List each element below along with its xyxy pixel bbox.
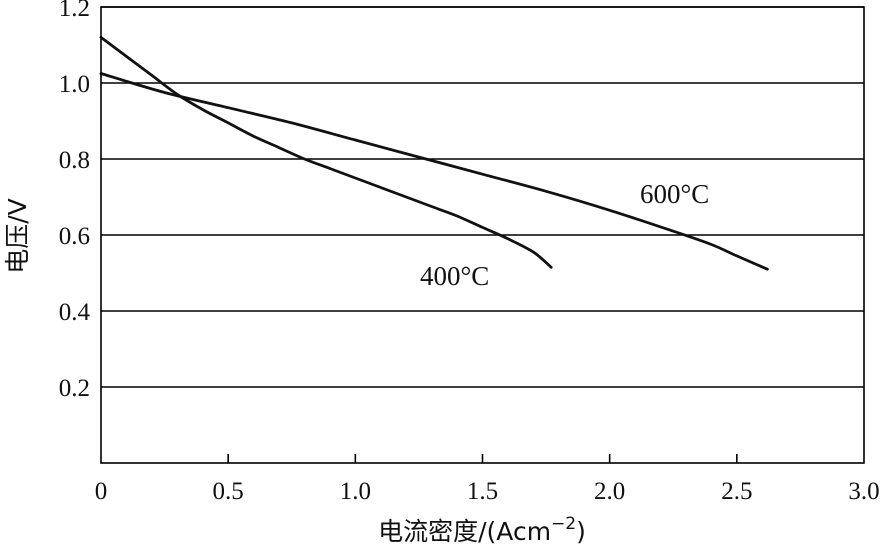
tick-labels: 0 0.5 1.0 1.5 2.0 2.5 3.0 0.2 0.4 0.6 0.8 1.0 1.2: [59, 0, 880, 505]
x-axis-title: 电流密度/(Acm−2): [378, 514, 586, 546]
grid: [101, 6, 864, 388]
series-line-1: [99, 72, 769, 271]
x-tick-label-4: 2.0: [594, 478, 625, 505]
y-tick-label-4: 1.0: [59, 71, 90, 98]
ticks: [227, 454, 738, 463]
x-tick-label-6: 3.0: [848, 478, 879, 505]
x-tick-label-2: 1.0: [340, 478, 371, 505]
series-layer: [99, 36, 769, 271]
y-tick-label-1: 0.4: [59, 299, 91, 326]
series-line-0: [99, 36, 553, 269]
y-tick-label-0: 0.2: [59, 375, 90, 402]
plot-frame: [100, 6, 865, 464]
x-axis-title-superscript: −2: [551, 514, 576, 534]
x-tick-label-3: 1.5: [467, 478, 498, 505]
series-label-400: 400°C: [420, 261, 489, 291]
x-tick-label-0: 0: [95, 478, 108, 505]
y-tick-label-2: 0.6: [59, 223, 90, 250]
y-axis-title: 电压/V: [3, 198, 32, 274]
y-tick-label-5: 1.2: [59, 0, 90, 22]
series-label-600: 600°C: [640, 179, 709, 209]
x-tick-label-5: 2.5: [721, 478, 752, 505]
y-tick-label-3: 0.8: [59, 147, 90, 174]
x-tick-label-1: 0.5: [213, 478, 244, 505]
